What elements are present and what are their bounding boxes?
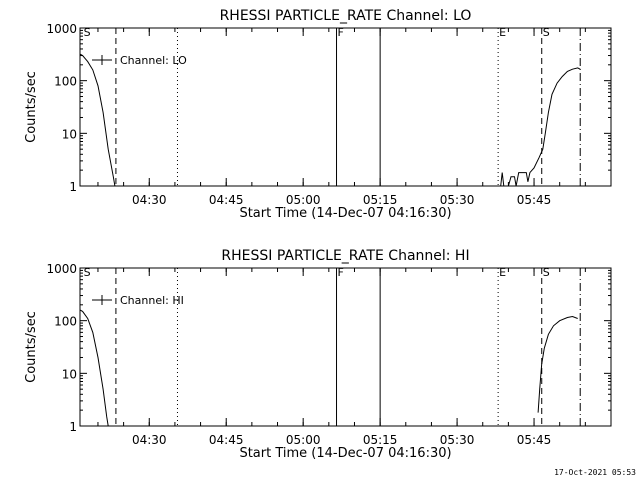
x-tick-label: 05:30 <box>440 193 475 207</box>
event-marker-label: S <box>543 266 550 279</box>
x-tick-label: 04:45 <box>209 433 244 447</box>
series-line <box>500 172 505 187</box>
y-axis-label: Counts/sec <box>24 311 39 383</box>
x-tick-label: 05:30 <box>440 433 475 447</box>
event-marker-label: F <box>338 266 344 279</box>
x-axis-label: Start Time (14-Dec-07 04:16:30) <box>239 206 451 221</box>
event-marker-label: E <box>499 266 506 279</box>
x-tick-label: 05:15 <box>363 433 398 447</box>
event-marker-label: S <box>543 26 550 39</box>
y-tick-label: 1 <box>69 180 77 194</box>
y-axis-label: Counts/sec <box>24 71 39 143</box>
x-tick-label: 05:15 <box>363 193 398 207</box>
event-marker-label: S <box>84 26 91 39</box>
legend-label: Channel: HI <box>120 294 184 307</box>
y-tick-label: 100 <box>54 315 77 329</box>
y-tick-label: 1000 <box>46 22 77 36</box>
footer-timestamp: 17-Oct-2021 05:53 <box>554 468 636 477</box>
y-tick-label: 10 <box>62 127 77 141</box>
legend-label: Channel: LO <box>120 54 187 67</box>
series-line <box>537 315 578 413</box>
series-line <box>507 67 581 187</box>
plot-frame <box>79 27 612 187</box>
x-tick-label: 04:30 <box>132 193 167 207</box>
y-tick-label: 1000 <box>46 262 77 276</box>
x-tick-label: 04:30 <box>132 433 167 447</box>
series-line <box>79 53 116 187</box>
event-marker-label: F <box>338 26 344 39</box>
x-axis-label: Start Time (14-Dec-07 04:16:30) <box>239 446 451 461</box>
chart-title: RHESSI PARTICLE_RATE Channel: LO <box>220 8 472 24</box>
event-marker-label: S <box>84 266 91 279</box>
chart-title: RHESSI PARTICLE_RATE Channel: HI <box>221 248 469 264</box>
y-tick-label: 1 <box>69 420 77 434</box>
x-tick-label: 05:45 <box>517 193 552 207</box>
x-tick-label: 05:00 <box>286 193 321 207</box>
x-tick-label: 04:45 <box>209 193 244 207</box>
x-tick-label: 05:45 <box>517 433 552 447</box>
y-tick-label: 100 <box>54 75 77 89</box>
plot-frame <box>79 267 612 427</box>
y-tick-label: 10 <box>62 367 77 381</box>
event-marker-label: E <box>499 26 506 39</box>
series-line <box>79 309 109 427</box>
x-tick-label: 05:00 <box>286 433 321 447</box>
